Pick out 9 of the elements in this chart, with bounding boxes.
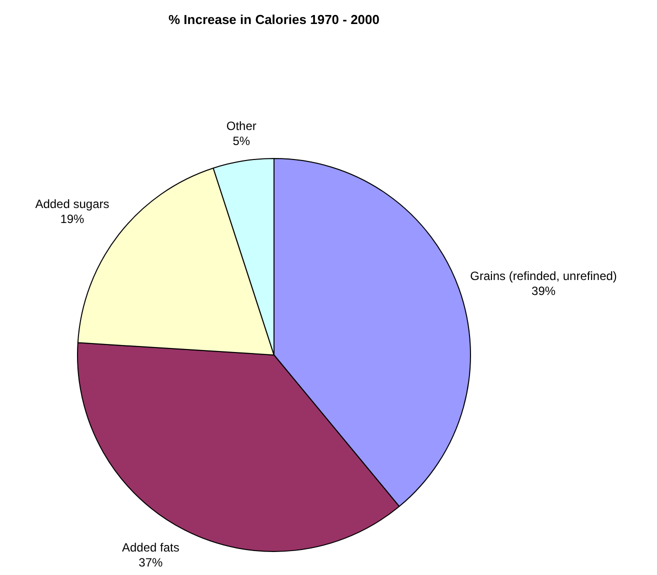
data-label: 39% — [532, 284, 556, 298]
slice-label: Other — [226, 118, 256, 133]
data-label: 5% — [232, 134, 250, 148]
chart-title: % Increase in Calories 1970 - 2000 — [167, 12, 380, 27]
slice-label: Added fats — [122, 540, 180, 555]
slice-label: Grains (refinded, unrefined) — [470, 269, 617, 284]
data-label: 19% — [60, 212, 85, 226]
slice-label: Added sugars — [35, 197, 110, 212]
data-label: 37% — [138, 556, 163, 570]
